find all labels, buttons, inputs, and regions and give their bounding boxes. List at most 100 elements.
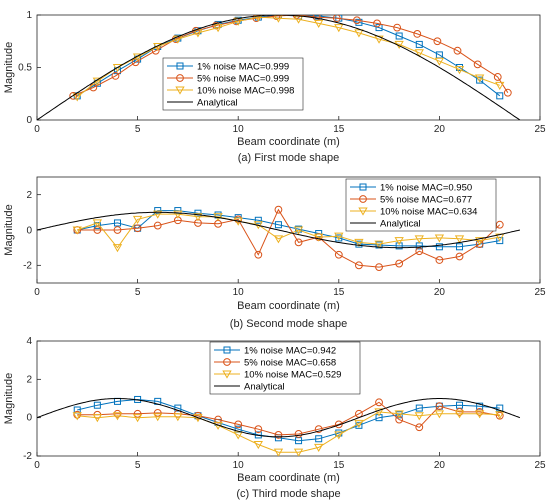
data-point-circle [473,60,482,69]
data-point-circle [334,250,343,259]
analytical-line [37,15,521,120]
data-point-circle [395,259,404,268]
data-point-circle [254,425,263,434]
data-point-triangle [354,238,364,247]
data-point-triangle [273,448,284,456]
data-point-circle [69,91,78,100]
panel-c-yticks: -2 0 2 4 [23,336,32,462]
y-tick-label: 4 [26,336,32,347]
y-tick-label: 2 [26,374,32,385]
data-point-triangle [254,15,263,22]
data-point-triangle [374,240,384,249]
panel-c-xticks: 0 5 10 15 20 25 [34,460,546,471]
x-tick-label: 10 [233,124,245,135]
data-point-circle [294,238,303,247]
data-point-square [476,402,484,410]
data-point-triangle [474,410,485,419]
y-tick-label: -2 [23,261,32,272]
data-point-circle [373,19,381,28]
data-point-triangle [112,244,123,253]
data-point-triangle [354,29,364,38]
data-point-circle [395,415,404,424]
series-3 [72,408,505,456]
x-tick-label: 5 [135,287,141,298]
data-point-triangle [293,226,304,235]
data-point-circle [353,16,361,25]
analytical-line [37,211,521,249]
data-point-square [415,40,423,48]
data-point-square [113,219,121,227]
data-point-triangle [495,81,505,90]
legend-label: 1% noise MAC=0.999 [197,62,289,73]
data-point-circle [254,250,263,259]
data-point-square [359,183,367,191]
data-point-square [174,404,182,412]
data-point-square [223,346,231,354]
series-area [37,205,521,272]
data-point-circle [375,263,383,272]
data-point-square [415,404,423,412]
series-line [77,411,500,453]
data-point-circle [415,247,424,256]
data-point-triangle [374,408,384,417]
data-point-triangle [414,49,424,58]
data-point-circle [332,15,341,23]
x-tick-label: 15 [333,287,345,298]
legend-item: 10% noise MAC=0.634 [350,207,477,218]
data-point-circle [435,256,444,264]
data-point-circle [433,37,442,46]
data-point-circle [131,58,140,67]
data-point-square [435,243,443,251]
data-point-triangle [454,410,465,419]
data-point-circle [274,431,283,439]
data-point-square [254,216,262,224]
data-point-circle [212,21,220,30]
data-point-triangle [132,215,143,225]
data-point-circle [153,221,162,230]
data-point-circle [111,72,120,80]
data-point-square [496,92,504,100]
data-point-triangle [92,414,103,423]
data-point-circle [493,73,502,81]
data-point-triangle [334,431,344,440]
x-tick-label: 0 [34,287,40,298]
data-point-circle [455,252,464,261]
data-point-triangle [495,233,505,242]
series-line [77,208,501,268]
data-point-triangle [233,431,243,440]
x-tick-label: 20 [434,460,446,471]
data-point-square [496,404,504,412]
panel-a-xticks: 0 5 10 15 20 25 [34,124,546,135]
data-point-square [456,243,464,251]
data-point-circle [435,402,444,411]
x-tick-label: 10 [233,460,245,471]
data-point-square [355,18,363,26]
data-point-triangle [414,235,424,244]
data-point-square [395,32,403,40]
data-point-square [174,207,182,215]
data-point-square [176,62,184,70]
series-4 [37,398,521,438]
data-point-triangle [273,235,284,244]
y-tick-label: 1 [26,10,32,21]
x-axis-label: Beam coordinate (m) [237,300,340,312]
data-point-square [476,76,484,84]
legend-item: 10% noise MAC=0.998 [167,86,294,97]
legend-label: 1% noise MAC=0.950 [380,183,472,194]
y-tick-label: 0.5 [18,63,32,74]
data-point-circle [294,430,303,438]
data-point-circle [214,415,222,424]
data-point-triangle [354,419,364,429]
legend-item: 1% noise MAC=0.942 [214,346,336,357]
data-point-square [274,221,282,229]
legend-label: Analytical [197,98,238,109]
x-tick-label: 15 [333,460,345,471]
data-point-triangle [434,234,445,243]
y-axis-label: Magnitude [3,373,15,424]
series-line [73,15,509,97]
data-point-circle [73,410,82,419]
data-point-square [355,240,363,248]
